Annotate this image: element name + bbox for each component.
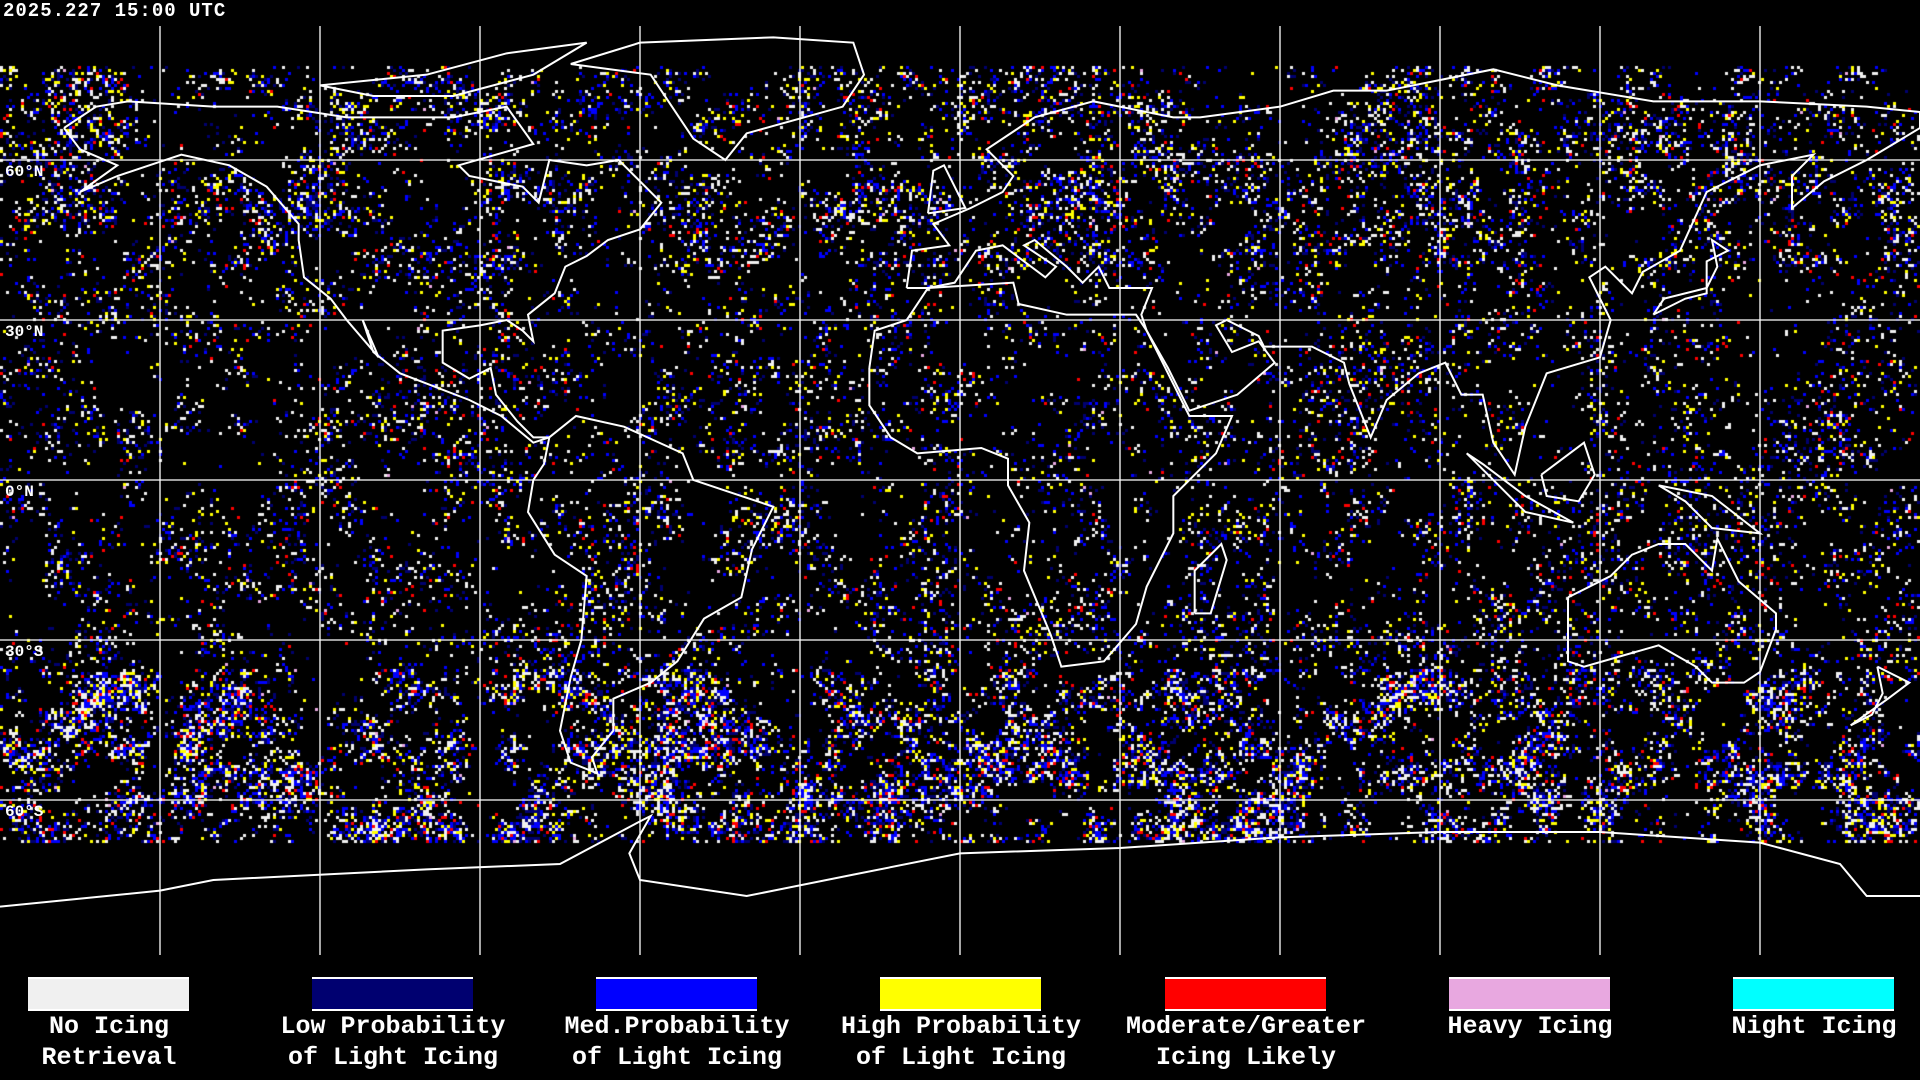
timestamp: 2025.227 15:00 UTC [3, 0, 227, 22]
legend-swatch [28, 977, 189, 1011]
legend-swatch [1449, 977, 1610, 1011]
legend-swatch [596, 977, 757, 1011]
coastline-segment [1195, 544, 1227, 613]
coastline-segment [1541, 443, 1594, 502]
coastline-segment [869, 283, 1232, 667]
lat-label-0: 0°N [5, 483, 34, 501]
legend-label-line2: of Light Icing [571, 1043, 783, 1072]
legend-swatch [880, 977, 1041, 1011]
legend-label: Low Probability of Light Icing [243, 1011, 543, 1073]
lat-label-60s: 60°S [5, 803, 44, 821]
legend-label: Med.Probability of Light Icing [527, 1011, 827, 1073]
legend-label: Moderate/Greater Icing Likely [1096, 1011, 1396, 1073]
coastline-segment [320, 43, 587, 96]
legend-label-line1: Med.Probability [564, 1012, 790, 1041]
legend-label: Night Icing [1664, 1011, 1920, 1042]
legend-label-line1: Low Probability [280, 1012, 506, 1041]
legend-label-line1: Moderate/Greater [1125, 1012, 1367, 1041]
legend-label-line2: Retrieval [41, 1043, 177, 1072]
lat-label-30s: 30°S [5, 643, 44, 661]
legend-label-line2: Icing Likely [1155, 1043, 1337, 1072]
legend-swatch [1165, 977, 1326, 1011]
coastline-segment [1653, 240, 1728, 315]
icing-map: 2025.227 15:00 UTC 60°N 30°N 0°N 30°S 60… [0, 0, 1920, 955]
legend-label: High Probability of Light Icing [811, 1011, 1111, 1073]
coastline-segment [1467, 453, 1574, 522]
coastline-segment [571, 37, 864, 160]
coastline-segment [64, 101, 661, 442]
legend-label-line1: Night Icing [1731, 1012, 1897, 1041]
legend-swatch [312, 977, 473, 1011]
legend-label-line2: of Light Icing [287, 1043, 499, 1072]
coastline-segment [1568, 539, 1776, 683]
lat-label-30n: 30°N [5, 323, 44, 341]
coastline-segment [928, 165, 965, 213]
coastline-segment [1851, 667, 1910, 726]
lat-label-60n: 60°N [5, 163, 44, 181]
legend-label: No Icing Retrieval [0, 1011, 259, 1073]
coastline-segment [1659, 485, 1760, 533]
legend-swatch [1733, 977, 1894, 1011]
legend-label-line1: High Probability [840, 1012, 1082, 1041]
legend-label: Heavy Icing [1380, 1011, 1680, 1042]
legend: No Icing Retrieval Low Probability of Ligh… [0, 955, 1920, 1080]
legend-label-line1: No Icing [48, 1012, 170, 1041]
lat-lon-grid [0, 26, 1920, 955]
coastline-segment [907, 69, 1920, 474]
coastline-segment [528, 416, 773, 773]
legend-label-line1: Heavy Icing [1447, 1012, 1613, 1041]
legend-label-line2: of Light Icing [855, 1043, 1067, 1072]
